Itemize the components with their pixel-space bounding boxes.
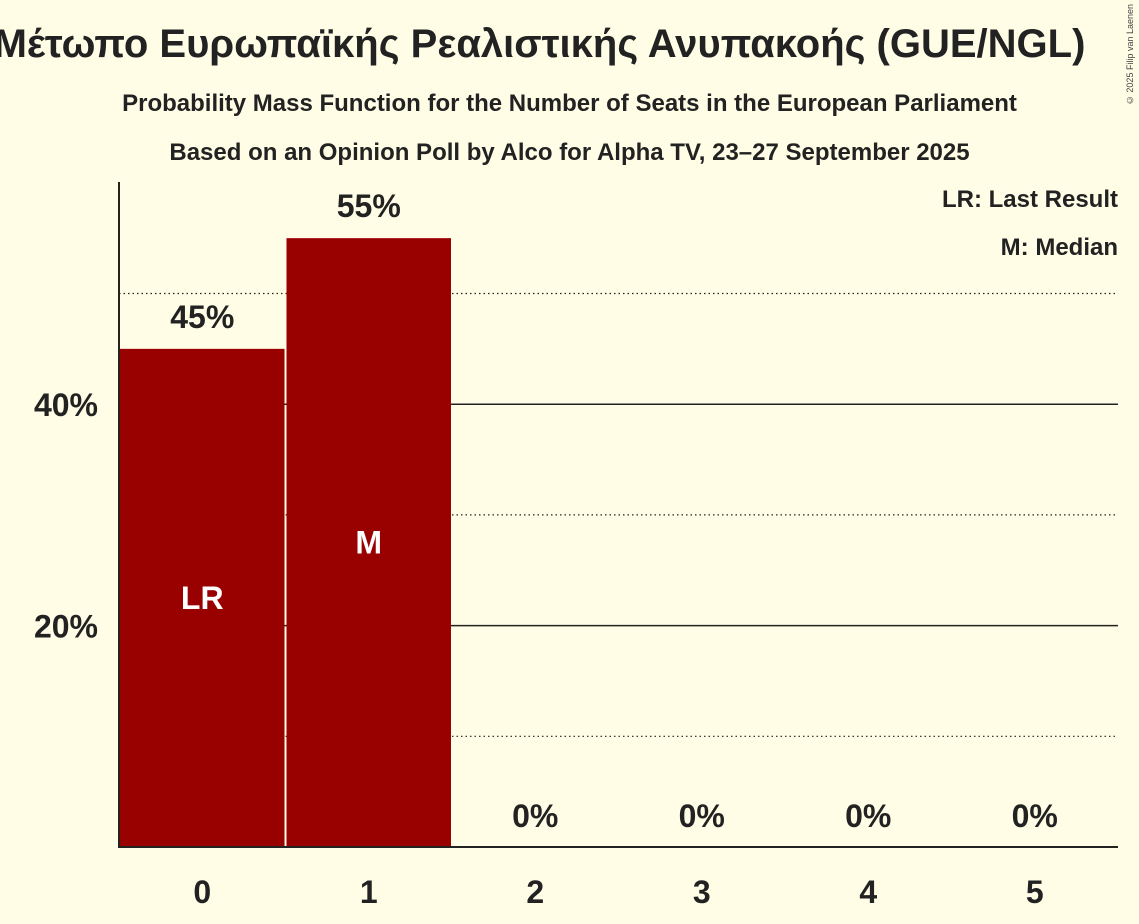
legend-last-result: LR: Last Result bbox=[941, 186, 1118, 213]
y-tick-label-40: 40% bbox=[34, 387, 98, 423]
x-tick-label-5: 5 bbox=[1026, 874, 1044, 910]
data-label-2: 0% bbox=[512, 798, 558, 834]
data-label-3: 0% bbox=[679, 798, 725, 834]
chart-title: Μέτωπο Ευρωπαϊκής Ρεαλιστικής Ανυπακοής … bbox=[0, 22, 1086, 66]
x-tick-label-3: 3 bbox=[693, 874, 711, 910]
x-tick-label-1: 1 bbox=[360, 874, 378, 910]
x-tick-label-2: 2 bbox=[526, 874, 544, 910]
bar-marker-lr: LR bbox=[181, 580, 224, 616]
x-tick-label-4: 4 bbox=[859, 874, 877, 910]
chart-subtitle: Probability Mass Function for the Number… bbox=[122, 90, 1017, 117]
data-label-4: 0% bbox=[845, 798, 891, 834]
chart-source-subtitle: Based on an Opinion Poll by Alco for Alp… bbox=[169, 139, 970, 166]
data-label-0: 45% bbox=[170, 299, 234, 335]
legend-median: M: Median bbox=[1000, 234, 1118, 261]
data-label-5: 0% bbox=[1012, 798, 1058, 834]
x-tick-label-0: 0 bbox=[193, 874, 211, 910]
y-tick-label-20: 20% bbox=[34, 609, 98, 645]
data-label-1: 55% bbox=[337, 188, 401, 224]
bar-seats-1 bbox=[286, 238, 451, 847]
bar-seats-0 bbox=[120, 348, 285, 847]
bar-marker-m: M bbox=[355, 525, 382, 561]
